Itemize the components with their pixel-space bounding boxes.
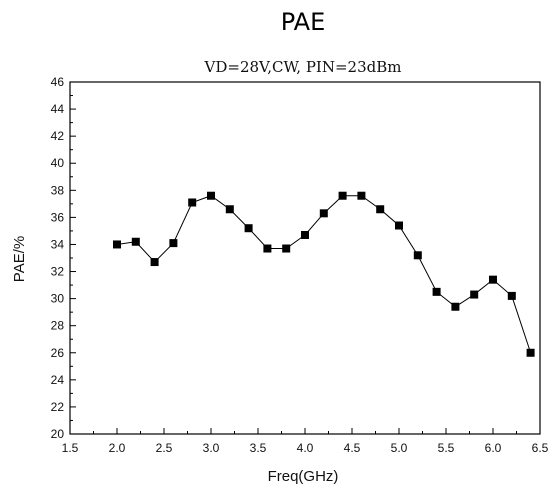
y-tick-label: 30	[51, 292, 65, 306]
plot-area: 1.5 2.0 2.5 3.0 3.5 4.0 4.5 5.0 5.5 6.0 6.5 20 22 24 2…	[51, 75, 549, 455]
data-point-marker	[451, 302, 460, 311]
data-point-marker	[150, 258, 159, 267]
y-tick-label: 26	[51, 346, 65, 360]
series-line	[116, 195, 532, 353]
x-tick-label: 2.5	[156, 441, 173, 455]
plot-frame	[69, 81, 541, 435]
chart-title: PAE	[281, 8, 326, 36]
data-point-marker	[282, 244, 291, 253]
data-point-marker	[263, 244, 272, 253]
data-point-marker	[432, 287, 441, 296]
data-point-marker	[225, 205, 234, 214]
x-tick-label: 2.0	[109, 441, 126, 455]
data-point-marker	[319, 209, 328, 218]
x-tick-label: 5.5	[438, 441, 455, 455]
data-point-marker	[357, 191, 366, 200]
y-tick-label: 44	[51, 102, 65, 116]
y-tick-label: 24	[51, 373, 65, 387]
y-tick-label: 22	[51, 400, 65, 414]
y-tick-label: 34	[51, 237, 65, 251]
x-tick-label: 3.0	[203, 441, 220, 455]
data-point-marker	[169, 239, 178, 248]
x-tick-label: 4.0	[297, 441, 314, 455]
y-tick-label: 40	[51, 156, 65, 170]
x-tick-label: 6.5	[532, 441, 549, 455]
data-point-marker	[207, 191, 215, 200]
data-point-marker	[338, 191, 347, 200]
x-axis-label: Freq(GHz)	[268, 468, 339, 485]
data-point-marker	[188, 198, 197, 207]
x-tick-label: 4.5	[344, 441, 361, 455]
y-tick-label: 38	[51, 183, 65, 197]
data-point-marker	[413, 251, 422, 260]
chart-subtitle: VD=28V,CW, PIN=23dBm	[204, 58, 402, 76]
data-point-marker	[470, 290, 479, 299]
y-tick-label: 46	[51, 75, 65, 89]
data-point-marker	[301, 230, 309, 239]
x-tick-label: 1.5	[62, 441, 79, 455]
y-axis-label: PAE/%	[11, 236, 28, 282]
data-point-marker	[395, 221, 403, 230]
y-tick-label: 20	[51, 427, 65, 441]
y-tick-label: 42	[51, 129, 65, 143]
y-tick-label: 32	[51, 265, 65, 279]
data-point-marker	[526, 348, 535, 357]
data-point-marker	[376, 205, 385, 214]
data-point-marker	[244, 224, 253, 233]
x-tick-label: 5.0	[391, 441, 408, 455]
x-tick-label: 6.0	[485, 441, 502, 455]
data-point-marker	[507, 291, 516, 300]
data-point-marker	[131, 237, 140, 246]
x-tick-label: 3.5	[250, 441, 267, 455]
y-tick-label: 28	[51, 319, 65, 333]
data-point-marker	[113, 240, 121, 249]
y-tick-label: 36	[51, 210, 65, 224]
data-point-marker	[489, 275, 497, 284]
